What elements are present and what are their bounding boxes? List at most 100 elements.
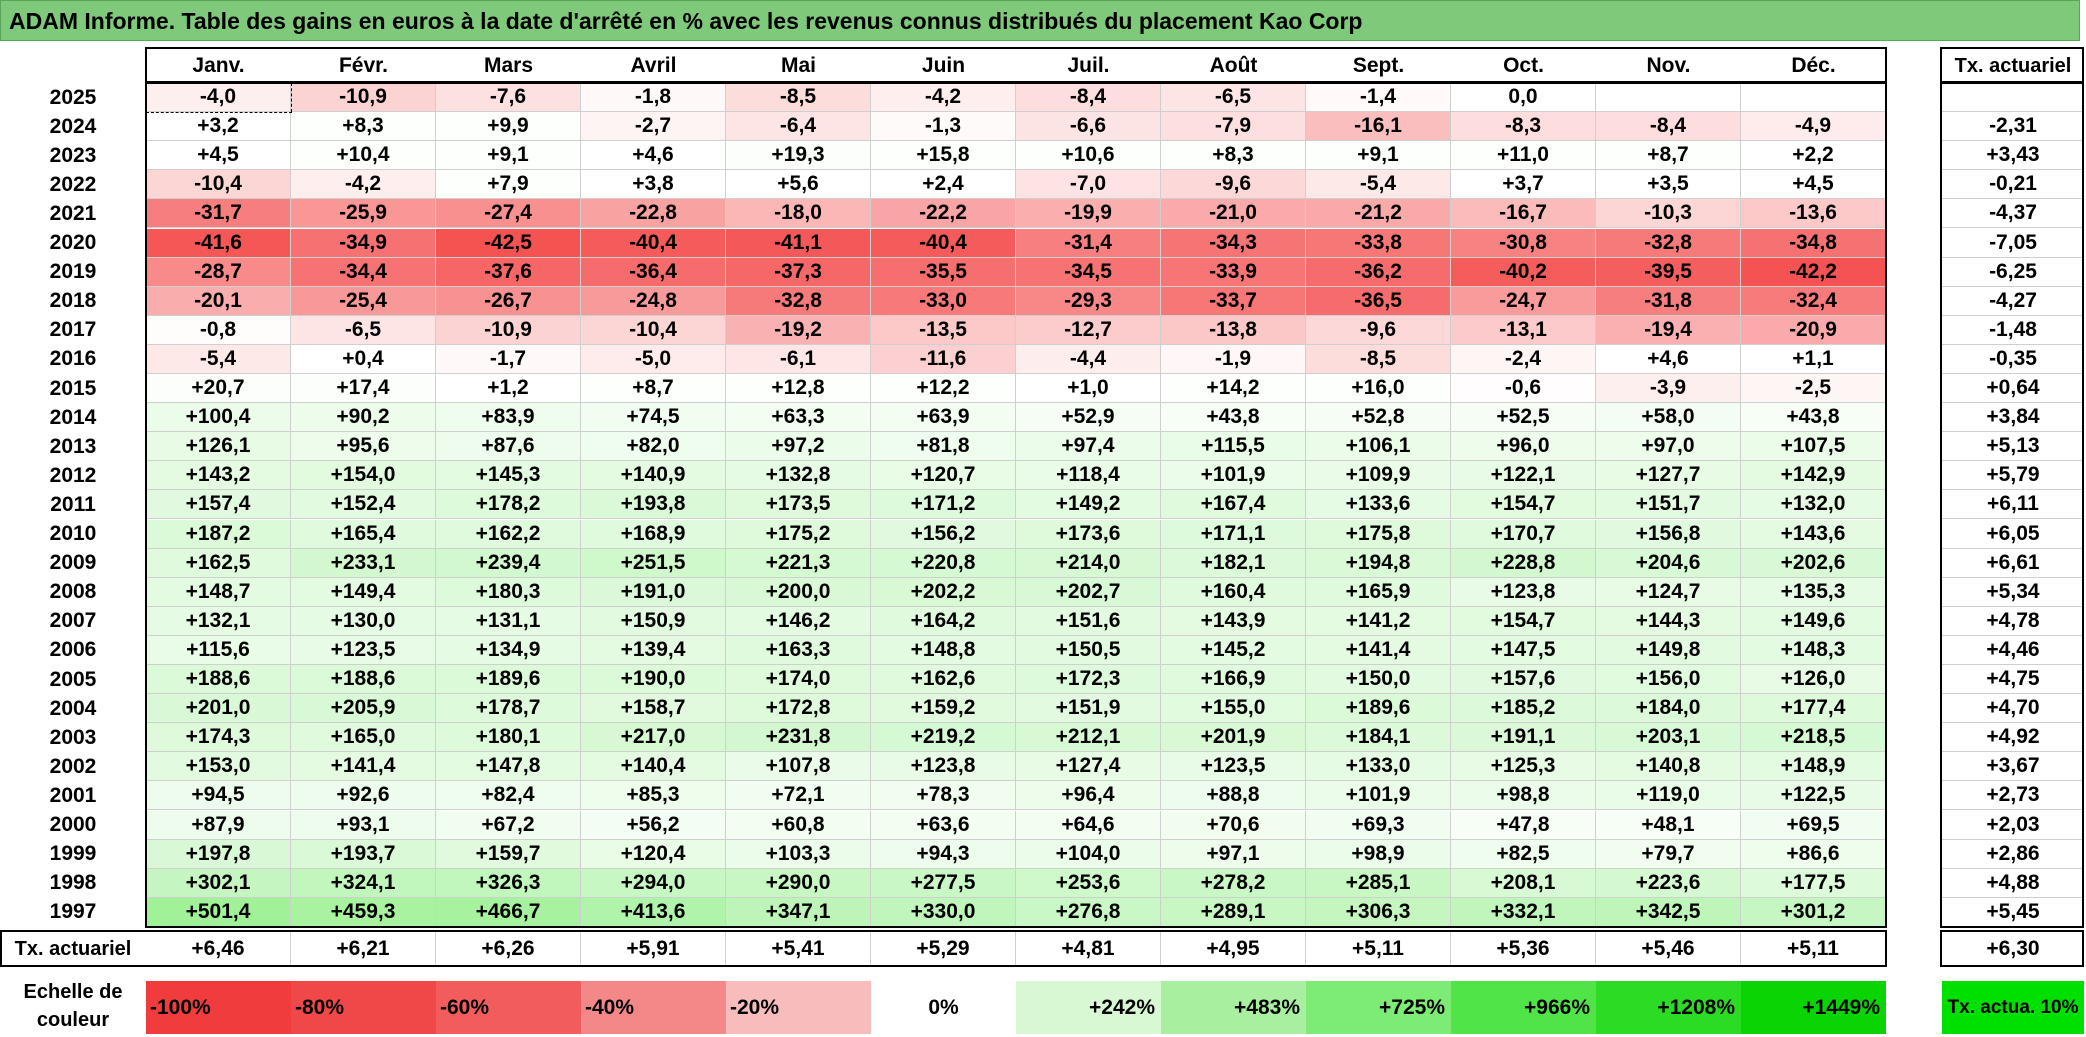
- rate-cell: -7,05: [1942, 229, 2084, 258]
- table-cell: -4,0: [146, 83, 291, 113]
- table-cell: +141,2: [1306, 606, 1451, 636]
- table-cell: +342,5: [1596, 897, 1741, 927]
- table-cell: +251,5: [581, 548, 726, 578]
- table-cell: +168,9: [581, 519, 726, 549]
- month-header: Août: [1209, 54, 1258, 77]
- table-cell: -0,6: [1451, 374, 1596, 404]
- table-cell: +184,1: [1306, 723, 1451, 753]
- year-label: 2022: [49, 172, 97, 196]
- table-cell: +1,0: [1016, 374, 1161, 404]
- year-label: 2023: [49, 143, 97, 167]
- table-cell: +82,5: [1451, 839, 1596, 869]
- table-cell: +156,0: [1596, 665, 1741, 695]
- month-header: Févr.: [338, 54, 389, 77]
- table-cell: -30,8: [1451, 228, 1596, 258]
- table-cell: +276,8: [1016, 897, 1161, 927]
- month-header: Oct.: [1503, 54, 1544, 77]
- table-cell: +162,6: [871, 665, 1016, 695]
- table-cell: +459,3: [291, 897, 436, 927]
- table-cell: -21,0: [1161, 199, 1306, 229]
- table-cell: +10,6: [1016, 141, 1161, 171]
- rate-cell: +5,34: [1942, 578, 2084, 607]
- table-cell: +156,2: [871, 519, 1016, 549]
- table-cell: +191,0: [581, 577, 726, 607]
- table-cell: +148,7: [146, 577, 291, 607]
- table-cell: +132,1: [146, 606, 291, 636]
- table-cell: +9,1: [1306, 141, 1451, 171]
- table-cell: +173,6: [1016, 519, 1161, 549]
- table-cell: -31,8: [1596, 286, 1741, 316]
- table-cell: -7,6: [436, 83, 581, 113]
- table-cell: +123,8: [1451, 577, 1596, 607]
- table-cell: +115,6: [146, 635, 291, 665]
- table-cell: +158,7: [581, 694, 726, 724]
- table-cell: +150,0: [1306, 665, 1451, 695]
- table-cell: -18,0: [726, 199, 871, 229]
- table-cell: -22,2: [871, 199, 1016, 229]
- table-cell: +175,2: [726, 519, 871, 549]
- table-cell: -36,2: [1306, 257, 1451, 287]
- table-cell: +126,1: [146, 432, 291, 462]
- year-label: 2013: [49, 434, 97, 458]
- table-cell: -22,8: [581, 199, 726, 229]
- table-cell: +151,6: [1016, 606, 1161, 636]
- year-label: 2025: [49, 85, 97, 109]
- table-cell: -33,9: [1161, 257, 1306, 287]
- year-label: 2002: [49, 754, 97, 778]
- table-cell: +115,5: [1161, 432, 1306, 462]
- table-cell: +347,1: [726, 897, 871, 927]
- table-cell: +67,2: [436, 810, 581, 840]
- rate-cell: -6,25: [1942, 258, 2084, 287]
- table-cell: +189,6: [436, 665, 581, 695]
- table-cell: +130,0: [291, 606, 436, 636]
- table-cell: +174,0: [726, 665, 871, 695]
- rate-column-header: Tx. actuariel: [1954, 54, 2072, 77]
- table-cell: +86,6: [1741, 839, 1886, 869]
- rate-cell: +2,03: [1942, 811, 2084, 840]
- table-cell: -7,0: [1016, 170, 1161, 200]
- table-cell: +126,0: [1741, 665, 1886, 695]
- year-label: 2008: [49, 580, 97, 604]
- table-cell: +231,8: [726, 723, 871, 753]
- table-cell: +97,4: [1016, 432, 1161, 462]
- current-cell-marker: [146, 112, 292, 113]
- table-cell: -6,6: [1016, 112, 1161, 142]
- table-cell: +82,4: [436, 781, 581, 811]
- table-cell: +197,8: [146, 839, 291, 869]
- rate-cell: -1,48: [1942, 316, 2084, 345]
- rate-cell: [1942, 83, 2084, 113]
- rate-cell: -0,21: [1942, 170, 2084, 200]
- table-cell: -5,0: [581, 344, 726, 374]
- rate-cell: +6,05: [1942, 520, 2084, 549]
- table-cell: +12,2: [871, 374, 1016, 404]
- table-cell: +141,4: [291, 752, 436, 782]
- table-cell: -6,1: [726, 344, 871, 374]
- table-cell: +52,5: [1451, 403, 1596, 433]
- table-cell: -19,2: [726, 315, 871, 345]
- table-cell: +159,2: [871, 694, 1016, 724]
- table-cell: +14,2: [1161, 374, 1306, 404]
- footer-cell: +5,46: [1596, 932, 1741, 966]
- table-cell: -28,7: [146, 257, 291, 287]
- table-cell: -29,3: [1016, 286, 1161, 316]
- table-cell: +4,6: [1596, 344, 1741, 374]
- table-cell: +148,8: [871, 635, 1016, 665]
- table-cell: -25,9: [291, 199, 436, 229]
- table-cell: +123,8: [871, 752, 1016, 782]
- table-cell: -6,4: [726, 112, 871, 142]
- table-cell: -1,8: [581, 83, 726, 113]
- legend-swatch: +1208%: [1596, 981, 1741, 1034]
- table-cell: -9,6: [1161, 170, 1306, 200]
- table-cell: +97,1: [1161, 839, 1306, 869]
- current-cell-marker-edge: [291, 83, 292, 112]
- table-cell: +96,4: [1016, 781, 1161, 811]
- page-title: ADAM Informe. Table des gains en euros à…: [0, 0, 2080, 41]
- table-cell: +153,0: [146, 752, 291, 782]
- table-cell: +294,0: [581, 868, 726, 898]
- table-cell: +63,6: [871, 810, 1016, 840]
- table-cell: +20,7: [146, 374, 291, 404]
- table-cell: +72,1: [726, 781, 871, 811]
- table-cell: -35,5: [871, 257, 1016, 287]
- table-cell: +63,3: [726, 403, 871, 433]
- table-cell: +118,4: [1016, 461, 1161, 491]
